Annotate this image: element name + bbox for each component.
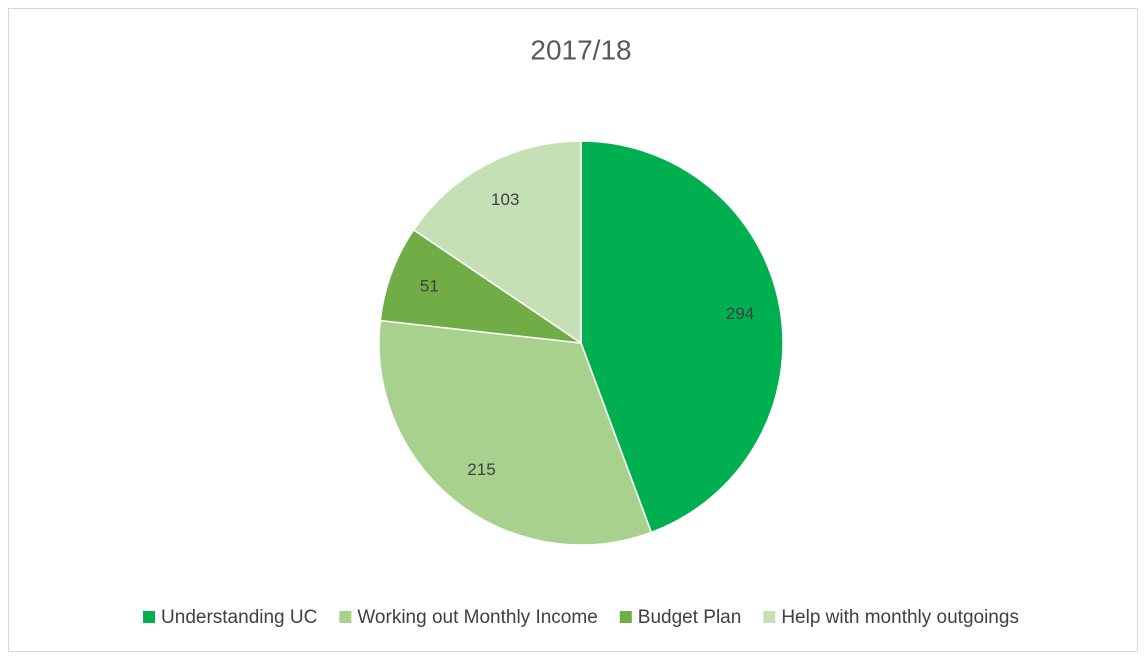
legend-swatch — [339, 611, 352, 623]
pie-slice — [412, 140, 582, 345]
chart-title: 2017/18 — [530, 34, 631, 65]
data-label: 215 — [467, 460, 495, 479]
legend-label: Working out Monthly Income — [357, 607, 597, 628]
pie-slice — [378, 319, 653, 546]
pie-slice — [580, 140, 784, 534]
legend-label: Budget Plan — [638, 607, 742, 628]
legend-label: Help with monthly outgoings — [781, 607, 1019, 628]
legend-swatch — [619, 611, 632, 623]
data-label: 294 — [726, 304, 754, 323]
pie-slice — [379, 228, 582, 344]
data-label: 51 — [420, 277, 439, 296]
legend-swatch — [143, 611, 156, 623]
data-label: 103 — [491, 190, 519, 209]
legend-swatch — [763, 611, 776, 623]
legend-label: Understanding UC — [161, 607, 317, 628]
